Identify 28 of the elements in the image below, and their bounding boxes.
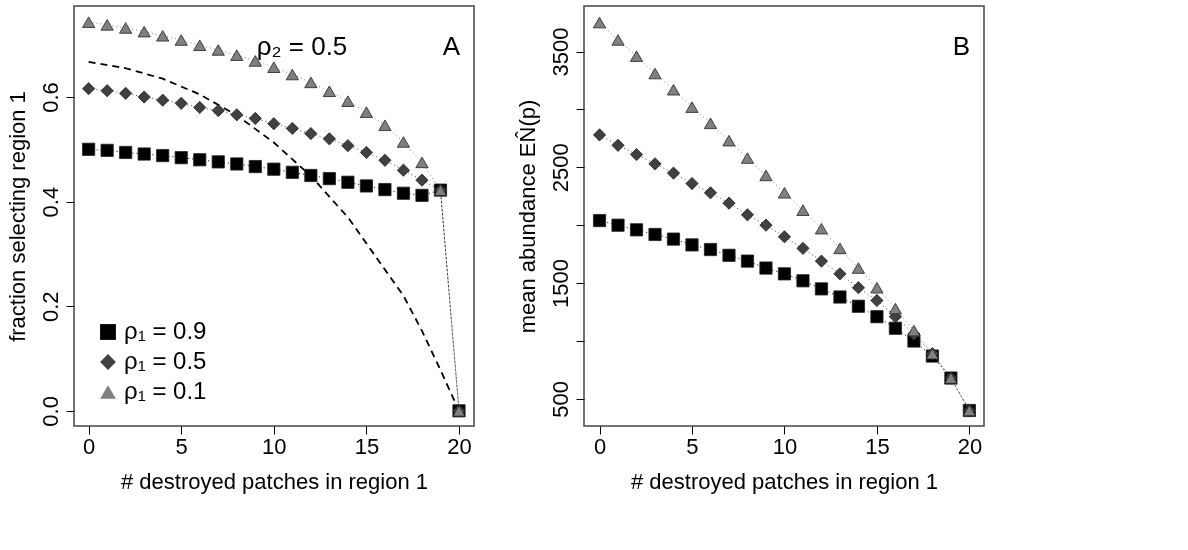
x-tick-label: 10 xyxy=(262,433,287,459)
x-tick-label: 0 xyxy=(83,433,96,459)
y-tick-label: 0.4 xyxy=(37,186,63,218)
y-tick-label: 0.6 xyxy=(37,82,63,113)
x-tick-label: 15 xyxy=(354,433,380,459)
x-tick-label: 5 xyxy=(686,433,699,459)
y-tick-label: 0.2 xyxy=(37,291,63,323)
y-tick-label: 3500 xyxy=(547,27,573,77)
legend-label: ρ₁ = 0.9 xyxy=(124,317,207,344)
annotation: B xyxy=(952,31,970,61)
legend-label: ρ₁ = 0.5 xyxy=(124,347,207,374)
y-tick-label: 500 xyxy=(547,381,573,418)
annotation: ρ₂ = 0.5 xyxy=(256,31,348,61)
x-tick-label: 5 xyxy=(175,433,188,459)
y-tick-label: 2500 xyxy=(547,143,573,193)
x-tick-label: 10 xyxy=(772,433,798,459)
y-tick-label: 0.0 xyxy=(37,396,63,427)
y-tick-label: 1500 xyxy=(547,259,573,309)
y-axis-title: mean abundance EN̂(p) xyxy=(514,99,540,334)
x-axis-title: # destroyed patches in region 1 xyxy=(121,468,428,494)
annotation: A xyxy=(442,31,461,61)
x-tick-label: 0 xyxy=(593,433,607,459)
x-tick-label: 20 xyxy=(957,433,983,459)
y-axis-title: fraction selecting region 1 xyxy=(4,91,30,342)
x-axis-title: # destroyed patches in region 1 xyxy=(631,468,938,494)
x-tick-label: 15 xyxy=(865,433,890,459)
x-tick-label: 20 xyxy=(447,433,472,459)
legend-label: ρ₁ = 0.1 xyxy=(124,377,207,404)
